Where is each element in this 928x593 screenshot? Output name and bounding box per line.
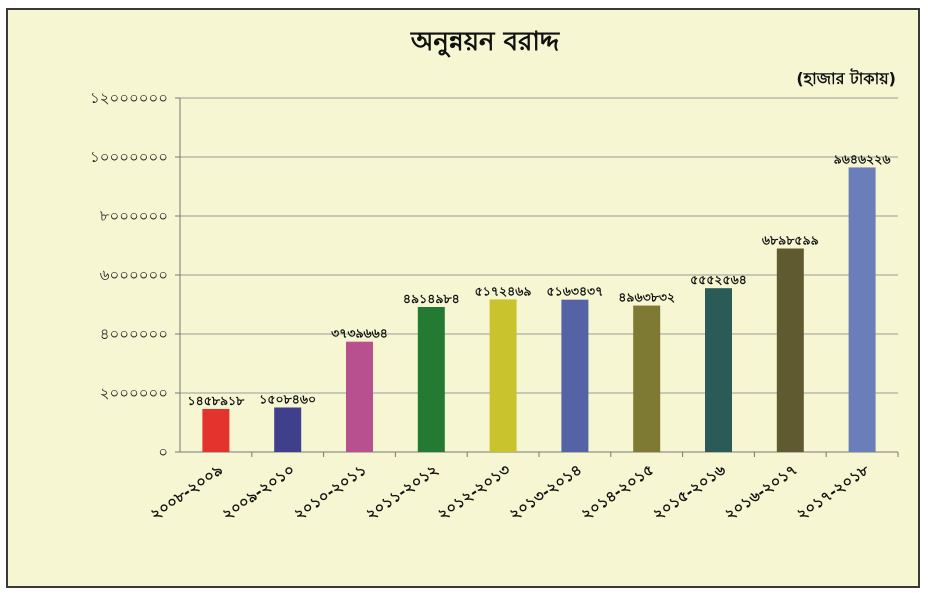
bar [633, 305, 661, 452]
y-tick-label: ৮০০০০০০ [100, 207, 168, 225]
y-tick-label: ১২০০০০০০ [90, 89, 168, 107]
y-tick-label: ৪০০০০০০ [100, 325, 168, 343]
chart-title: অনুন্নয়ন বরাদ্দ [410, 27, 561, 58]
x-axis-ticks: ২০০৮-২০০৯২০০৯-২০১০২০১০-২০১১২০১১-২০১২২০১২… [147, 460, 873, 523]
y-tick-label: ১০০০০০০০ [90, 148, 168, 166]
data-labels: ১৪৫৮৯১৮ ১৫০৮৪৬০ ৩৭৩৯৬৬৪ ৪৯১৪৯৮৪ ৫১৭২৪৬৯ ৫১৬৩৪… [188, 151, 892, 408]
bar [705, 288, 732, 452]
x-tick-label: ২০১৩-২০১৪ [506, 461, 585, 524]
bar [776, 248, 804, 452]
x-tick-label: ২০১০-২০১১ [290, 461, 369, 524]
bar [417, 307, 445, 452]
bar-chart: অনুন্নয়ন বরাদ্দ (হাজার টাকায়) ১৪৫৮৯১৮ ১… [90, 27, 899, 524]
x-tick-label: ২০১১-২০১২ [362, 461, 441, 524]
y-tick-label: ২০০০০০০ [100, 384, 168, 402]
bar [848, 167, 876, 452]
x-tick-label: ২০০৯-২০১০ [219, 461, 298, 524]
data-label: ৫১৭২৪৬৯ [475, 283, 532, 298]
data-label: ৫১৬৩৪৩৭ [546, 284, 603, 299]
data-label: ৬৮৯৮৫৯৯ [762, 232, 819, 247]
x-tick-label: ২০১৬-২০১৭ [721, 461, 800, 524]
bar [561, 299, 589, 452]
unit-note: (হাজার টাকায়) [796, 68, 896, 88]
y-tick-label: ৬০০০০০০ [100, 266, 168, 284]
data-label: ৫৫৫২৫৬৪ [690, 272, 747, 287]
bar [202, 408, 230, 452]
bars [202, 167, 876, 452]
data-label: ৪৯১৪৯৮৪ [403, 291, 460, 306]
chart-frame: অনুন্নয়ন বরাদ্দ (হাজার টাকায়) ১৪৫৮৯১৮ ১… [6, 8, 920, 588]
bar [346, 341, 373, 452]
data-label: ৪৯৬৩৮৩২ [618, 290, 675, 305]
data-label: ৩৭৩৯৬৬৪ [331, 326, 388, 341]
bar [274, 407, 302, 452]
data-label: ১৪৫৮৯১৮ [188, 393, 246, 408]
x-tick-label: ২০১৪-২০১৫ [578, 461, 657, 524]
y-axis-ticks: ০ ২০০০০০০ ৪০০০০০০ ৬০০০০০০ ৮০০০০০০ ১০০০০০০০ ১২০… [90, 89, 168, 461]
x-tick-label: ২০১২-২০১৩ [434, 460, 514, 523]
y-tick-label: ০ [158, 443, 168, 461]
data-label: ১৫০৮৪৬০ [259, 392, 316, 407]
x-tick-label: ২০০৮-২০০৯ [147, 461, 226, 524]
x-tick-label: ২০১৭-২০১৮ [793, 460, 873, 523]
x-tick-label: ২০১৫-২০১৬ [649, 460, 728, 523]
data-label: ৯৬৪৬২২৬ [834, 151, 892, 166]
bar [489, 299, 517, 452]
